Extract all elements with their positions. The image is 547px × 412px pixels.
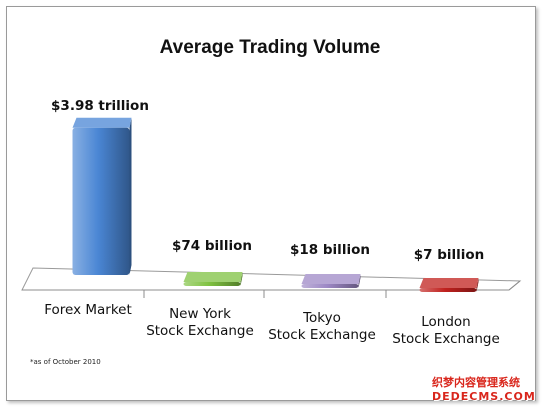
bar: [183, 282, 241, 286]
bar-side: [476, 278, 479, 292]
watermark-line1: 织梦内容管理系统: [432, 376, 520, 389]
footnote: *as of October 2010: [30, 358, 101, 366]
bar: [72, 127, 130, 276]
bar-side: [358, 274, 361, 288]
floor-right-edge: [508, 280, 521, 291]
data-label: $3.98 trillion: [51, 98, 149, 114]
bar-side: [240, 272, 243, 286]
data-label: $7 billion: [414, 247, 485, 263]
bar-side: [129, 117, 132, 276]
data-label: $74 billion: [172, 238, 252, 254]
category-label: New York Stock Exchange: [146, 306, 254, 339]
category-label: Forex Market: [44, 302, 132, 318]
bar-top: [183, 272, 243, 282]
category-label: Tokyo Stock Exchange: [268, 310, 376, 343]
bar-top: [301, 274, 361, 284]
watermark-line2: DEDECMS.COM: [432, 390, 536, 403]
bar-top: [419, 278, 479, 288]
bar-top: [72, 117, 132, 128]
category-label: London Stock Exchange: [392, 314, 500, 347]
data-label: $18 billion: [290, 242, 370, 258]
watermark: 织梦内容管理系统 DEDECMS.COM: [432, 376, 547, 412]
chart-title: Average Trading Volume: [160, 37, 381, 58]
bar: [301, 284, 359, 288]
bar: [419, 288, 477, 292]
